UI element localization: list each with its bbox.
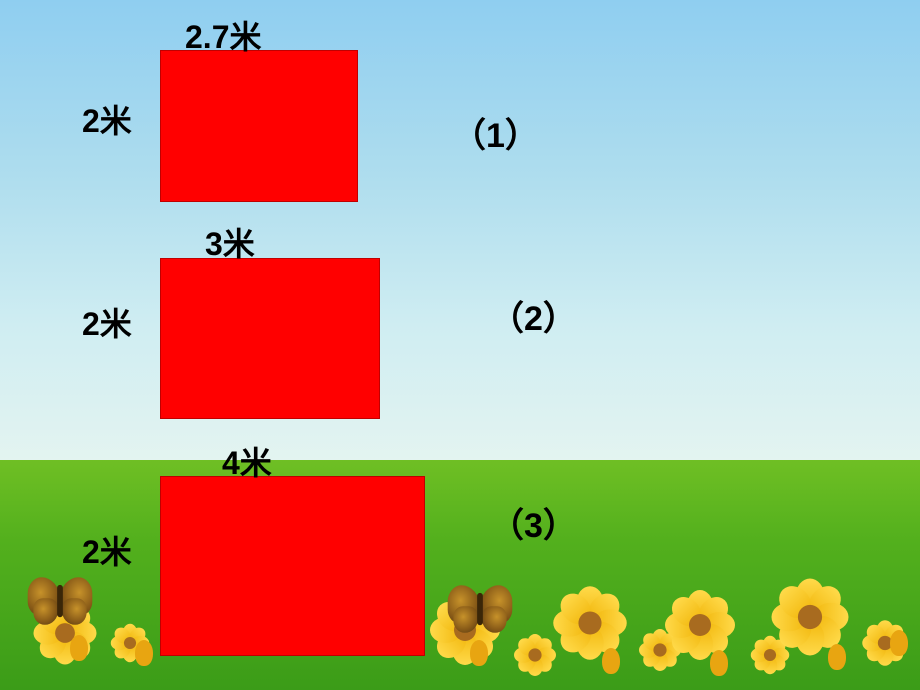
flower-icon	[514, 634, 556, 676]
flower-bud-icon	[710, 650, 728, 676]
flower-bud-icon	[470, 640, 488, 666]
butterfly-icon	[442, 582, 518, 639]
flower-bud-icon	[70, 635, 88, 661]
flower-icon	[665, 590, 735, 660]
flower-bud-icon	[828, 644, 846, 670]
rectangle-2	[160, 258, 380, 419]
flower-bud-icon	[135, 640, 153, 666]
rectangle-3-width-label: 4米	[222, 438, 272, 484]
rectangle-1-width-label: 2.7米	[185, 12, 262, 58]
flower-icon	[553, 586, 627, 660]
rectangle-3-height-label: 2米	[82, 527, 132, 573]
diagram-container: 2.7米 2米 （1） 3米 2米 （2） 4米 2米 （3）	[0, 0, 920, 690]
rectangle-2-height-label: 2米	[82, 299, 132, 345]
rectangle-1-height-label: 2米	[82, 96, 132, 142]
butterfly-icon	[22, 574, 98, 631]
rectangle-2-width-label: 3米	[205, 219, 255, 265]
rectangle-2-index-label: （2）	[490, 291, 577, 340]
rectangle-1	[160, 50, 358, 202]
rectangle-3	[160, 476, 425, 656]
flower-bud-icon	[890, 630, 908, 656]
flower-bud-icon	[602, 648, 620, 674]
rectangle-3-index-label: （3）	[490, 498, 577, 547]
rectangle-1-index-label: （1）	[452, 108, 539, 157]
